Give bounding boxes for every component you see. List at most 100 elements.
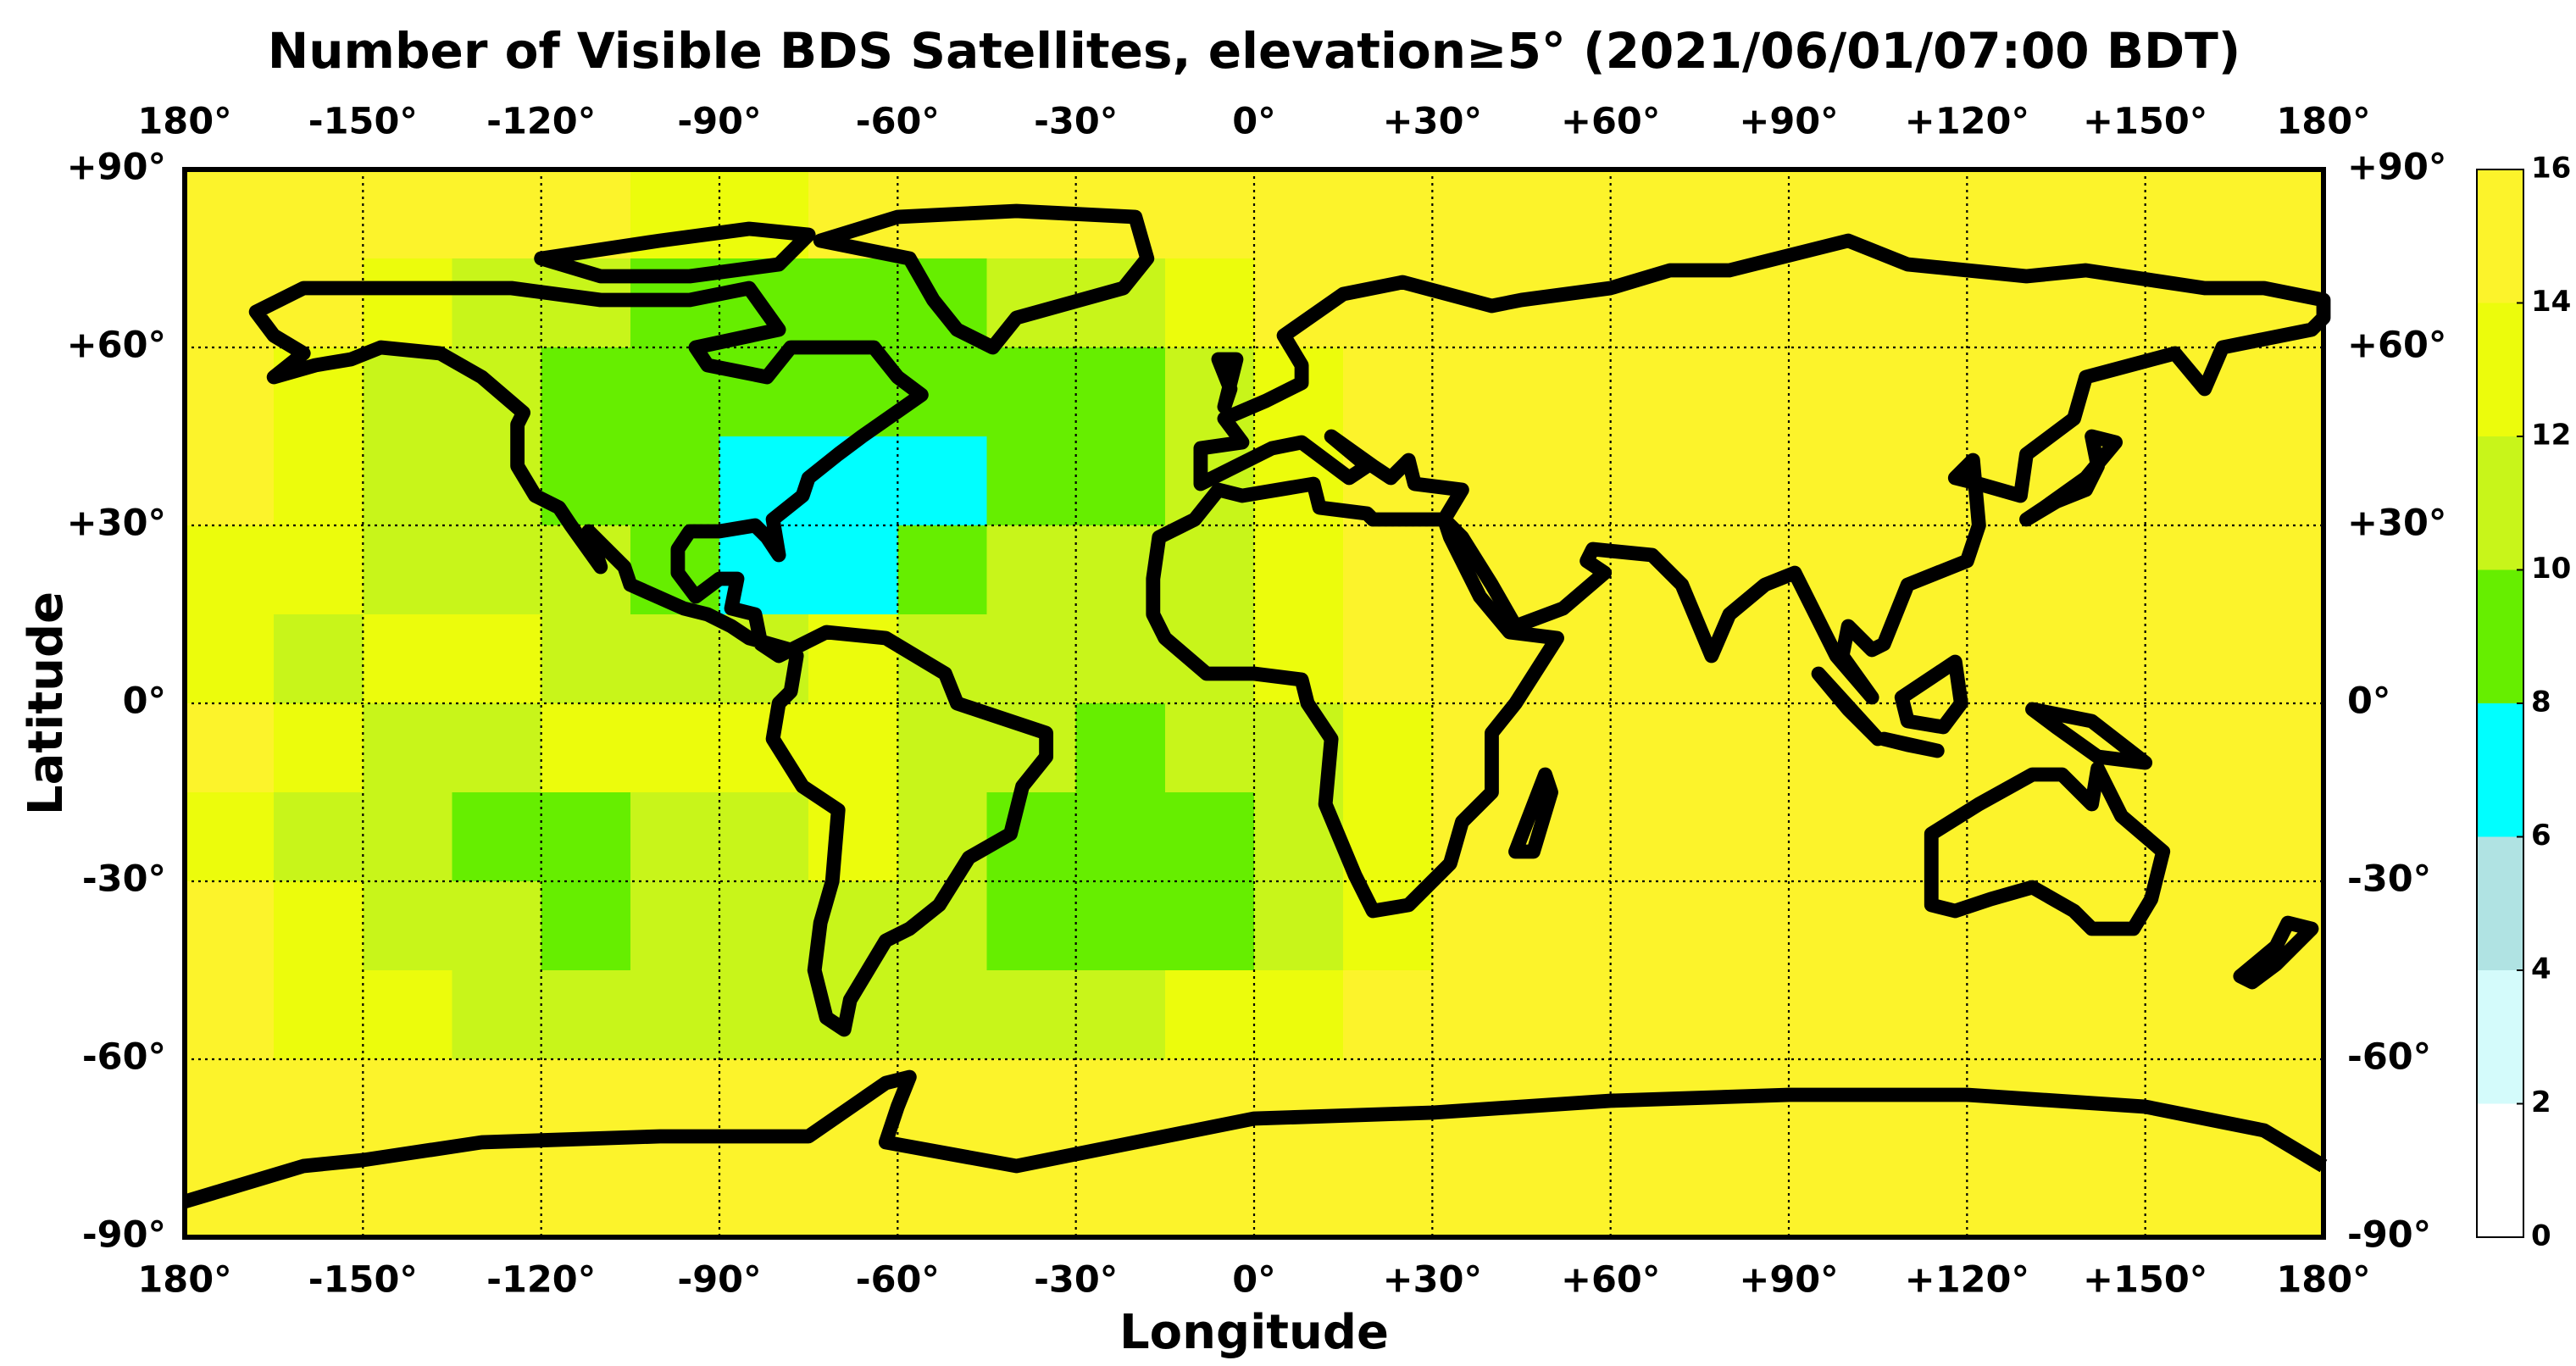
- heat-cell: [1521, 1148, 1612, 1238]
- heat-cell: [1343, 970, 1433, 1060]
- heat-cell: [719, 792, 809, 882]
- heat-cell: [363, 1059, 453, 1149]
- x-tick-label-top: +150°: [2083, 101, 2207, 143]
- heat-cell: [808, 703, 898, 793]
- heat-cell: [1521, 614, 1612, 704]
- heat-cell: [986, 347, 1077, 437]
- heat-cell: [1610, 703, 1701, 793]
- heat-cell: [986, 525, 1077, 615]
- x-tick-label-top: +120°: [1905, 101, 2029, 143]
- heat-cell: [274, 614, 364, 704]
- heat-cell: [541, 347, 631, 437]
- heat-cell: [2145, 169, 2235, 259]
- heat-cell: [2234, 169, 2324, 259]
- heat-cell: [363, 436, 453, 526]
- heat-cell: [630, 703, 720, 793]
- heat-cell: [1254, 1059, 1344, 1149]
- heat-cell: [541, 1148, 631, 1238]
- heat-cell: [1610, 347, 1701, 437]
- heat-cell: [1521, 970, 1612, 1060]
- x-tick-label-top: -150°: [308, 101, 418, 143]
- x-axis-label: Longitude: [1119, 1305, 1389, 1360]
- heat-cell: [1699, 436, 1790, 526]
- heat-cell: [452, 169, 542, 259]
- heat-cell: [630, 970, 720, 1060]
- heat-cell: [897, 792, 988, 882]
- heat-cell: [363, 169, 453, 259]
- heat-cell: [897, 436, 988, 526]
- heat-cell: [1254, 169, 1344, 259]
- heat-cell: [1164, 258, 1255, 348]
- heat-cell: [1967, 525, 2057, 615]
- heat-cell: [363, 792, 453, 882]
- colorbar-band: [2477, 703, 2523, 837]
- colorbar-tick-label: 2: [2531, 1086, 2551, 1119]
- heat-cell: [1164, 525, 1255, 615]
- y-tick-label-right: +30°: [2347, 503, 2446, 545]
- x-tick-label: +120°: [1905, 1259, 2029, 1302]
- colorbar-band: [2477, 970, 2523, 1104]
- y-axis-label: Latitude: [19, 591, 74, 815]
- heat-cell: [1521, 436, 1612, 526]
- heat-cell: [274, 970, 364, 1060]
- heat-cell: [1521, 703, 1612, 793]
- heat-cell: [1610, 792, 1701, 882]
- heat-cell: [719, 881, 809, 971]
- y-tick-label: -30°: [82, 858, 166, 901]
- heat-cell: [452, 970, 542, 1060]
- heat-cell: [1967, 614, 2057, 704]
- heat-cell: [1878, 1059, 1968, 1149]
- heat-cell: [1164, 169, 1255, 259]
- heat-cell: [185, 1059, 275, 1149]
- heat-cell: [452, 1148, 542, 1238]
- heat-cell: [1343, 614, 1433, 704]
- x-tick-label-top: +30°: [1383, 101, 1482, 143]
- y-tick-label: +60°: [67, 325, 166, 367]
- heat-cell: [363, 970, 453, 1060]
- heat-cell: [1789, 258, 1879, 348]
- x-tick-label: 0°: [1232, 1259, 1275, 1302]
- heat-cell: [2234, 525, 2324, 615]
- y-tick-label-right: -90°: [2347, 1214, 2431, 1257]
- heat-cell: [541, 703, 631, 793]
- colorbar-tick-label: 0: [2531, 1219, 2551, 1253]
- heat-cell: [1878, 881, 1968, 971]
- x-tick-label: -120°: [486, 1259, 596, 1302]
- map-frame: [182, 167, 2326, 1240]
- heat-cell: [2234, 347, 2324, 437]
- heat-cell: [274, 169, 364, 259]
- x-tick-label-top: +90°: [1739, 101, 1838, 143]
- x-tick-label: -150°: [308, 1259, 418, 1302]
- heat-cell: [1254, 970, 1344, 1060]
- coastlines: [182, 203, 2331, 1209]
- heat-cell: [1521, 881, 1612, 971]
- heat-cell: [1967, 347, 2057, 437]
- heat-cell: [452, 792, 542, 882]
- heat-cell: [1254, 1148, 1344, 1238]
- heat-cell: [1699, 881, 1790, 971]
- heat-cell: [185, 703, 275, 793]
- heat-cell: [1075, 614, 1166, 704]
- heat-cell: [1075, 347, 1166, 437]
- heat-cell: [1878, 347, 1968, 437]
- heat-cell: [452, 614, 542, 704]
- heat-cell: [274, 881, 364, 971]
- heat-cell: [986, 881, 1077, 971]
- x-tick-label-top: -30°: [1034, 101, 1118, 143]
- heat-cell: [2145, 703, 2235, 793]
- heat-cell: [1343, 525, 1433, 615]
- heat-cell: [2234, 703, 2324, 793]
- heat-cell: [2145, 881, 2235, 971]
- heat-cell: [1432, 169, 1523, 259]
- heat-cell: [1164, 970, 1255, 1060]
- heat-cell: [1699, 792, 1790, 882]
- heat-cell: [2056, 970, 2146, 1060]
- heat-cell: [2056, 1148, 2146, 1238]
- heat-cell: [808, 525, 898, 615]
- heat-cell: [1967, 169, 2057, 259]
- y-tick-label: -90°: [82, 1214, 166, 1257]
- heat-cell: [897, 970, 988, 1060]
- y-tick-label: -60°: [82, 1036, 166, 1079]
- heat-cell: [986, 970, 1077, 1060]
